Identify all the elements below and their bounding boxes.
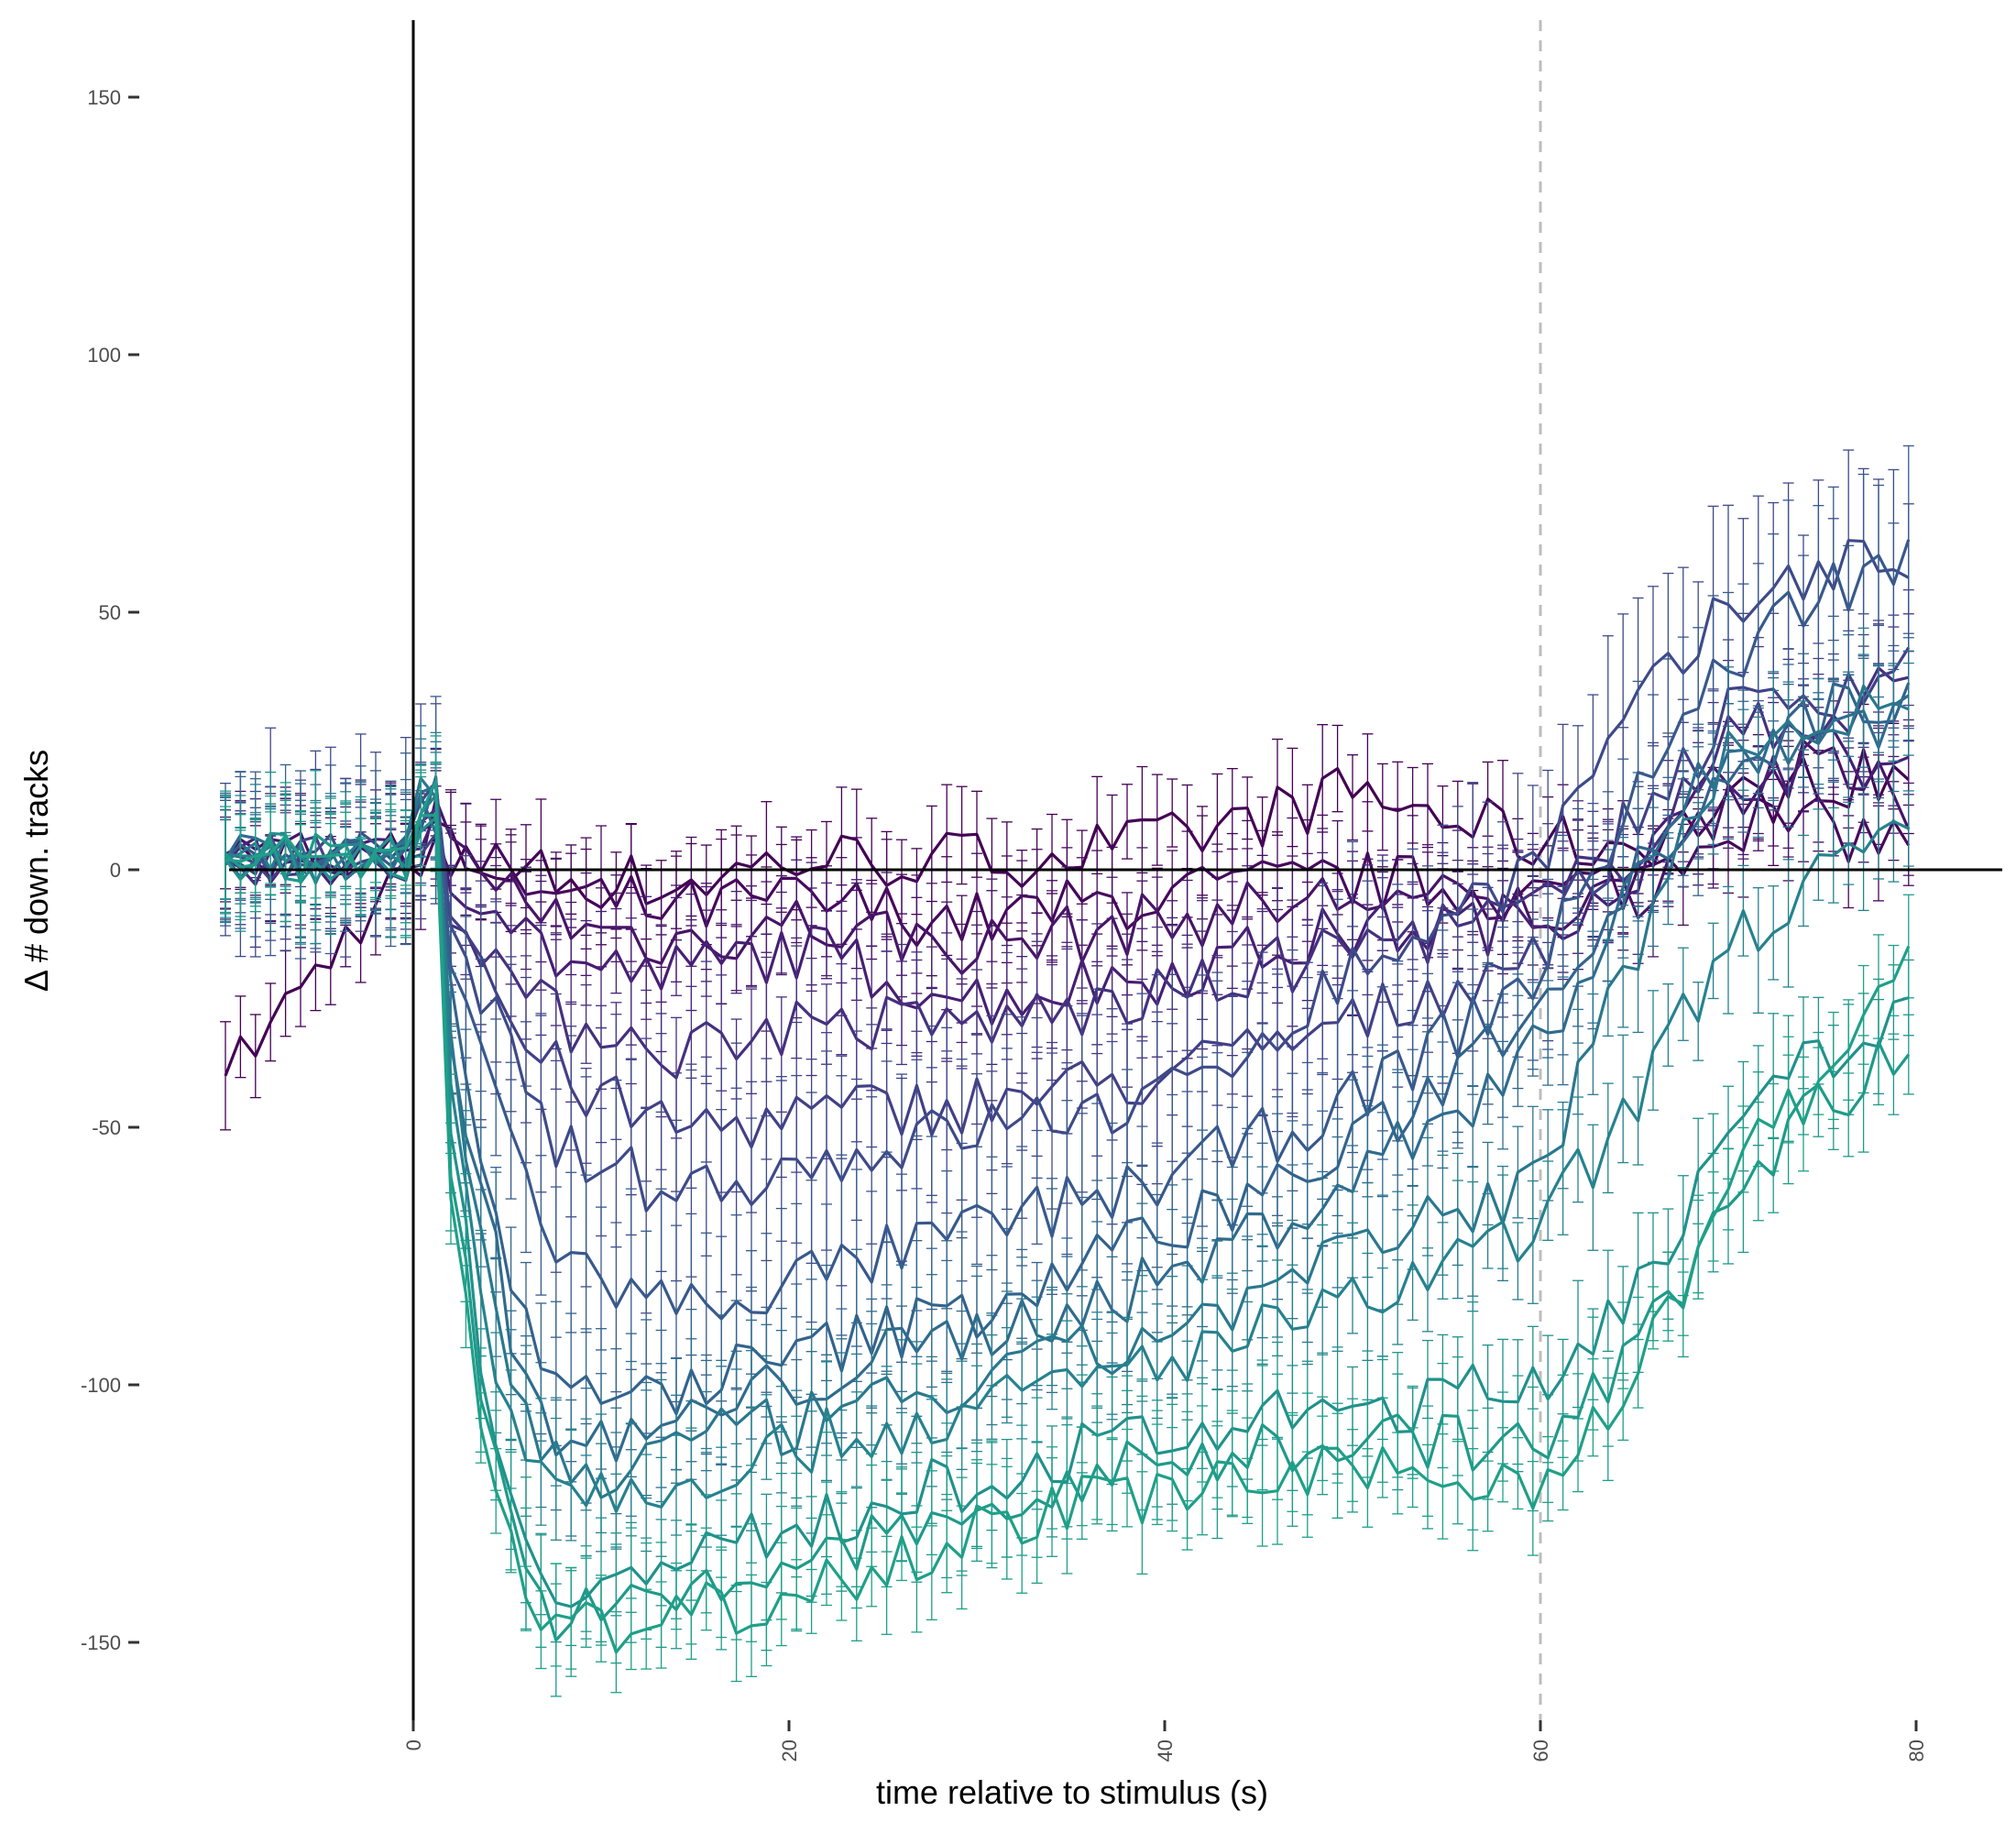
series-line — [225, 794, 1910, 1513]
series-line — [224, 539, 1911, 1321]
series-layer — [220, 445, 1914, 1697]
series-line — [224, 779, 1911, 1642]
series-15 — [220, 762, 1914, 1694]
